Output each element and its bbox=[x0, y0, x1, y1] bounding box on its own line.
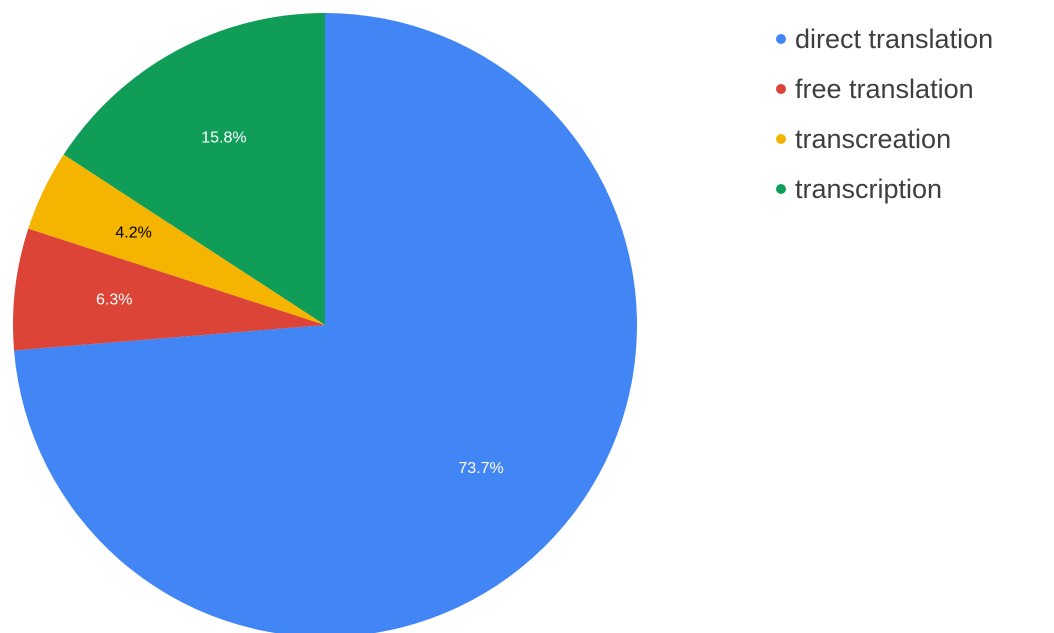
legend-label: direct translation bbox=[795, 23, 994, 54]
legend-dot-icon bbox=[776, 34, 786, 44]
legend-item-free-translation: free translation bbox=[776, 64, 993, 114]
chart-legend: direct translation free translation transc… bbox=[776, 14, 993, 214]
legend-item-transcription: transcription bbox=[776, 164, 993, 214]
legend-label: transcreation bbox=[795, 123, 952, 154]
pie-slice-transcreation bbox=[28, 154, 326, 325]
legend-dot-icon bbox=[776, 84, 786, 94]
legend-label: transcription bbox=[795, 173, 943, 204]
legend-label: free translation bbox=[795, 73, 974, 104]
pie-slices bbox=[12, 13, 637, 633]
slice-label-transcreation: 4.2% bbox=[115, 225, 151, 242]
legend-dot-icon bbox=[776, 134, 786, 144]
legend-dot-icon bbox=[776, 184, 786, 194]
slice-label-transcription: 15.8% bbox=[201, 130, 246, 147]
slice-label-direct-translation: 73.7% bbox=[458, 460, 503, 477]
legend-item-transcreation: transcreation bbox=[776, 114, 993, 164]
pie-slice-free-translation bbox=[12, 228, 325, 351]
pie-slice-direct-translation bbox=[14, 13, 637, 633]
legend-item-direct-translation: direct translation bbox=[776, 14, 993, 64]
pie-slice-labels: 73.7% 6.3% 4.2% 15.8% bbox=[96, 130, 504, 477]
slice-label-free-translation: 6.3% bbox=[96, 292, 132, 309]
pie-slice-transcription bbox=[63, 13, 325, 325]
